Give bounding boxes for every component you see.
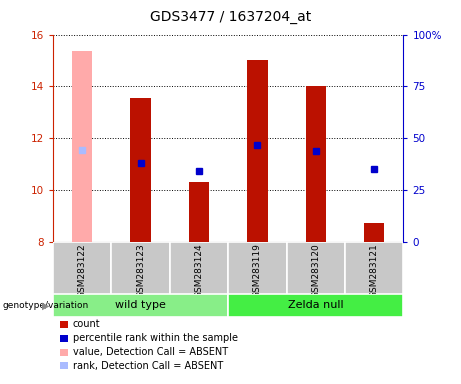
Text: value, Detection Call = ABSENT: value, Detection Call = ABSENT <box>73 347 228 357</box>
Text: percentile rank within the sample: percentile rank within the sample <box>73 333 238 343</box>
Text: wild type: wild type <box>115 300 166 310</box>
Bar <box>53 294 228 317</box>
Bar <box>228 242 287 294</box>
Text: rank, Detection Call = ABSENT: rank, Detection Call = ABSENT <box>73 361 223 371</box>
Bar <box>345 242 403 294</box>
Bar <box>130 98 151 242</box>
Bar <box>72 51 92 242</box>
Bar <box>287 242 345 294</box>
Bar <box>247 61 267 242</box>
Text: GSM283121: GSM283121 <box>370 243 378 298</box>
Text: GSM283120: GSM283120 <box>311 243 320 298</box>
Text: GSM283119: GSM283119 <box>253 243 262 298</box>
Text: ▶: ▶ <box>42 300 50 310</box>
Bar <box>170 242 228 294</box>
Text: GSM283122: GSM283122 <box>78 243 87 298</box>
Text: GSM283124: GSM283124 <box>195 243 203 298</box>
Text: GDS3477 / 1637204_at: GDS3477 / 1637204_at <box>150 10 311 23</box>
Bar <box>306 86 326 242</box>
Text: GSM283123: GSM283123 <box>136 243 145 298</box>
Text: genotype/variation: genotype/variation <box>2 301 89 310</box>
Bar <box>228 294 403 317</box>
Bar <box>189 182 209 242</box>
Bar <box>53 242 112 294</box>
Text: count: count <box>73 319 100 329</box>
Bar <box>112 242 170 294</box>
Text: Zelda null: Zelda null <box>288 300 343 310</box>
Bar <box>364 223 384 242</box>
